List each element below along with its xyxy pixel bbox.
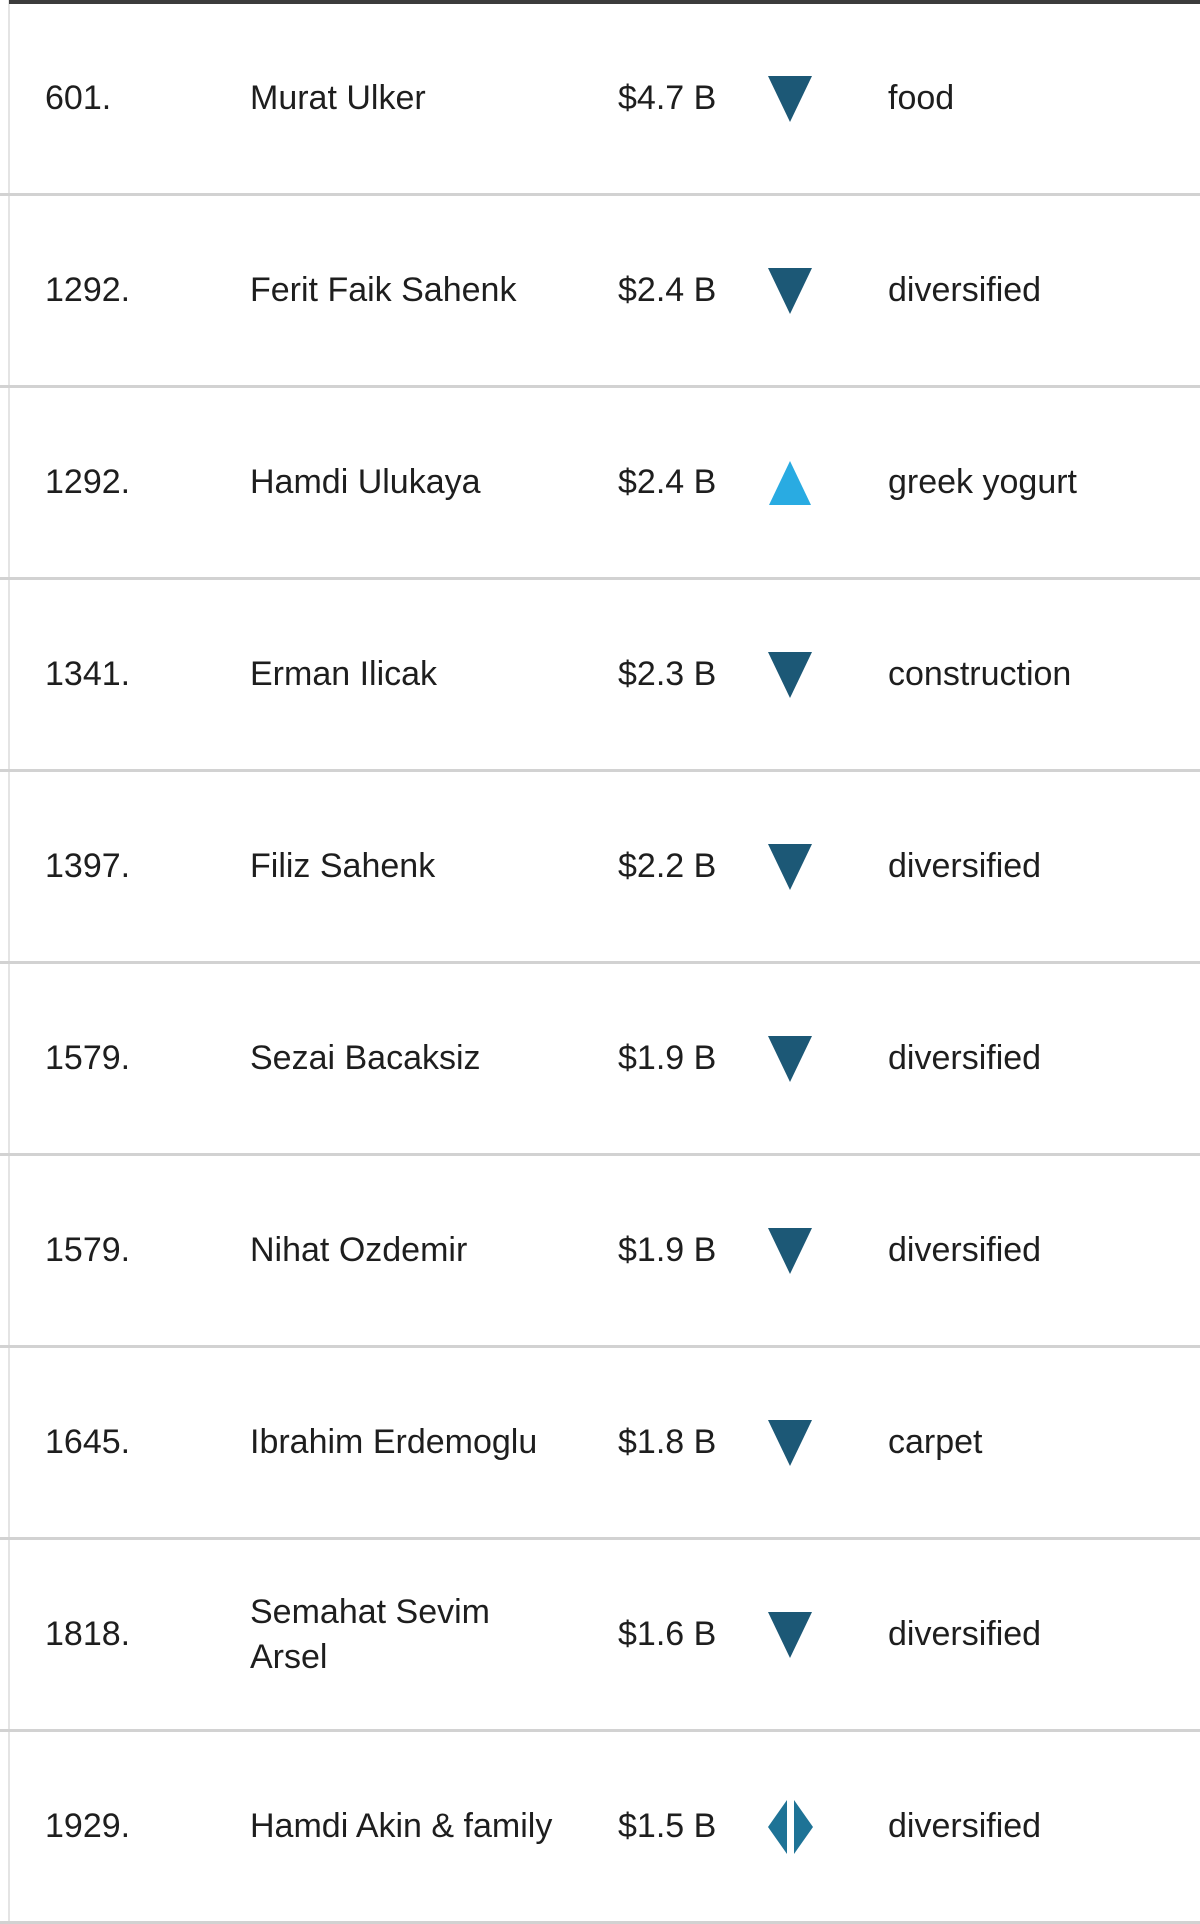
down-triangle-icon: [768, 1035, 812, 1082]
rank-cell: 601.: [45, 79, 112, 118]
industry-cell: food: [888, 79, 955, 118]
top-border-line: [9, 0, 1200, 4]
down-triangle-icon: [768, 651, 812, 698]
net-worth-cell: $1.8 B: [618, 1423, 717, 1462]
name-cell: Hamdi Ulukaya: [250, 463, 481, 502]
net-worth-cell: $2.3 B: [618, 655, 717, 694]
down-triangle-icon: [768, 1227, 812, 1274]
rank-cell: 1579.: [45, 1039, 131, 1078]
change-indicator: [728, 651, 852, 698]
down-triangle-icon: [768, 267, 812, 314]
rank-cell: 1292.: [45, 463, 131, 502]
down-triangle-icon: [768, 75, 812, 122]
rank-cell: 1929.: [45, 1807, 131, 1846]
change-indicator: [728, 267, 852, 314]
change-indicator: [728, 1227, 852, 1274]
rank-cell: 1341.: [45, 655, 131, 694]
name-cell: Filiz Sahenk: [250, 847, 436, 886]
industry-cell: diversified: [888, 1807, 1042, 1846]
name-cell: Ibrahim Erdemoglu: [250, 1423, 538, 1462]
down-triangle-icon: [768, 1419, 812, 1466]
change-indicator: [728, 1611, 852, 1658]
net-worth-cell: $1.6 B: [618, 1615, 717, 1654]
name-cell: Ferit Faik Sahenk: [250, 271, 517, 310]
change-indicator: [728, 1800, 852, 1854]
unchanged-diamond-icon: [768, 1800, 813, 1854]
industry-cell: diversified: [888, 1615, 1042, 1654]
industry-cell: carpet: [888, 1423, 983, 1462]
net-worth-cell: $1.5 B: [618, 1807, 717, 1846]
change-indicator: [728, 843, 852, 890]
rank-cell: 1292.: [45, 271, 131, 310]
rank-cell: 1645.: [45, 1423, 131, 1462]
change-indicator: [728, 1419, 852, 1466]
industry-cell: diversified: [888, 271, 1042, 310]
net-worth-cell: $2.2 B: [618, 847, 717, 886]
rank-cell: 1579.: [45, 1231, 131, 1270]
name-cell: Hamdi Akin & family: [250, 1807, 553, 1846]
net-worth-cell: $4.7 B: [618, 79, 717, 118]
change-indicator: [728, 1035, 852, 1082]
down-triangle-icon: [768, 843, 812, 890]
net-worth-cell: $2.4 B: [618, 463, 717, 502]
rank-cell: 1397.: [45, 847, 131, 886]
table-row[interactable]: 1292. Hamdi Ulukaya $2.4 B greek yogurt: [0, 388, 1200, 580]
change-indicator: [728, 460, 852, 505]
rank-cell: 1818.: [45, 1615, 131, 1654]
table-row[interactable]: 1818. Semahat Sevim Arsel $1.6 B diversi…: [0, 1540, 1200, 1732]
name-cell: Murat Ulker: [250, 79, 426, 118]
name-cell: Erman Ilicak: [250, 655, 438, 694]
up-triangle-icon: [769, 460, 811, 505]
table-row[interactable]: 1579. Sezai Bacaksiz $1.9 B diversified: [0, 964, 1200, 1156]
table-row[interactable]: 1292. Ferit Faik Sahenk $2.4 B diversifi…: [0, 196, 1200, 388]
industry-cell: greek yogurt: [888, 463, 1077, 502]
industry-cell: diversified: [888, 1231, 1042, 1270]
name-cell: Nihat Ozdemir: [250, 1231, 468, 1270]
industry-cell: diversified: [888, 1039, 1042, 1078]
billionaires-table: 601. Murat Ulker $4.7 B food 1292. Ferit…: [0, 4, 1200, 1924]
table-row[interactable]: 1645. Ibrahim Erdemoglu $1.8 B carpet: [0, 1348, 1200, 1540]
industry-cell: diversified: [888, 847, 1042, 886]
name-cell: Semahat Sevim Arsel: [250, 1592, 490, 1676]
table-row[interactable]: 1341. Erman Ilicak $2.3 B construction: [0, 580, 1200, 772]
net-worth-cell: $1.9 B: [618, 1231, 717, 1270]
table-row[interactable]: 1579. Nihat Ozdemir $1.9 B diversified: [0, 1156, 1200, 1348]
table-row[interactable]: 1929. Hamdi Akin & family $1.5 B diversi…: [0, 1732, 1200, 1924]
table-row[interactable]: 1397. Filiz Sahenk $2.2 B diversified: [0, 772, 1200, 964]
change-indicator: [728, 75, 852, 122]
table-row[interactable]: 601. Murat Ulker $4.7 B food: [0, 4, 1200, 196]
net-worth-cell: $2.4 B: [618, 271, 717, 310]
industry-cell: construction: [888, 655, 1072, 694]
down-triangle-icon: [768, 1611, 812, 1658]
net-worth-cell: $1.9 B: [618, 1039, 717, 1078]
name-cell: Sezai Bacaksiz: [250, 1039, 481, 1078]
